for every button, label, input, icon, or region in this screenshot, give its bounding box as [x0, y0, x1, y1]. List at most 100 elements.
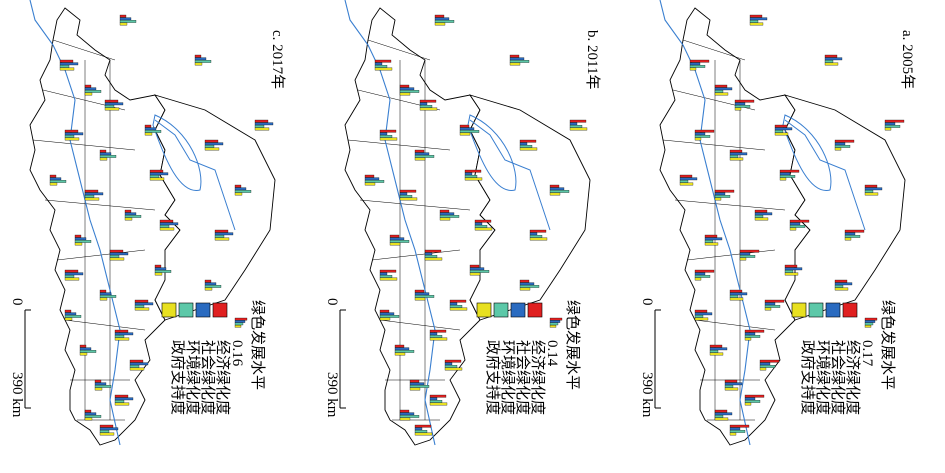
bar: [754, 212, 773, 216]
bar: [194, 60, 212, 63]
bar: [84, 409, 92, 413]
bar: [194, 54, 202, 58]
bar: [74, 242, 83, 246]
legend-value: 0.17: [859, 340, 875, 367]
legend-swatch: [161, 302, 177, 318]
bar-glyph: [399, 84, 420, 96]
bar: [149, 169, 164, 173]
bar: [64, 317, 73, 321]
bar: [429, 397, 438, 401]
bar: [389, 237, 405, 241]
bar: [414, 430, 428, 433]
bar: [74, 237, 87, 241]
legend-icon: [864, 317, 878, 328]
bar: [84, 92, 93, 96]
bar: [834, 145, 851, 148]
bar-glyph: [459, 124, 480, 136]
bar: [509, 54, 520, 58]
bar: [394, 352, 406, 356]
bar-glyph: [114, 329, 134, 341]
bar: [409, 385, 430, 388]
bar: [84, 84, 92, 88]
bar: [779, 177, 787, 181]
bar-glyph: [234, 184, 252, 196]
bar-glyph: [764, 299, 785, 311]
bar: [134, 307, 150, 311]
bar: [714, 412, 733, 416]
bar-glyph: [824, 54, 843, 66]
bar: [234, 190, 252, 193]
bar-glyph: [519, 279, 540, 291]
bar-glyph: [844, 229, 865, 241]
bar: [74, 240, 92, 243]
boundary-line: [52, 39, 116, 61]
bar-glyph: [519, 139, 538, 151]
lake: [782, 114, 832, 191]
bar-glyph: [679, 174, 698, 186]
bar: [529, 235, 543, 238]
bar: [49, 180, 67, 183]
lake: [467, 114, 517, 191]
bar-glyph: [749, 14, 768, 26]
bar: [519, 147, 538, 151]
bar: [739, 252, 751, 256]
bar: [464, 175, 478, 178]
bar: [459, 127, 475, 131]
scale-label: 390 km: [9, 372, 25, 418]
bar: [824, 62, 839, 66]
bar: [154, 272, 163, 276]
bar: [784, 270, 794, 273]
bar-glyph: [204, 139, 224, 151]
bar: [694, 272, 706, 276]
bar: [694, 129, 715, 133]
boundary-line: [44, 199, 156, 211]
bar-glyph: [434, 14, 455, 26]
bar: [114, 337, 130, 341]
bar: [424, 255, 438, 258]
bar: [254, 127, 270, 131]
bar: [134, 302, 154, 306]
bar: [694, 315, 704, 318]
bar: [254, 125, 265, 128]
boundary-line: [682, 39, 746, 61]
bar: [834, 139, 855, 143]
bar: [414, 424, 432, 428]
bar: [754, 217, 769, 221]
bar-glyph: [729, 149, 748, 161]
bar: [99, 430, 110, 433]
bar-glyph: [374, 59, 393, 71]
bar: [374, 67, 393, 71]
bar: [124, 209, 132, 213]
legend-item: 环境绿化度: [184, 340, 202, 415]
bar-glyph: [79, 344, 97, 356]
bar: [79, 350, 97, 353]
bar: [724, 382, 743, 386]
bar: [744, 397, 756, 401]
bar: [104, 99, 119, 103]
bar: [709, 344, 723, 348]
bar: [549, 317, 563, 321]
bar: [679, 182, 694, 186]
bar: [64, 315, 82, 318]
bar: [864, 322, 874, 326]
bar: [549, 325, 557, 328]
bar: [464, 169, 482, 173]
bar-glyph: [834, 139, 855, 151]
bar: [194, 62, 203, 66]
region-outline: [659, 7, 811, 446]
bar: [64, 275, 75, 278]
legend-swatch: [178, 302, 194, 318]
bar-glyph: [429, 394, 448, 406]
bar-glyph: [104, 99, 124, 111]
bar: [704, 234, 718, 238]
bar: [84, 192, 104, 196]
bar: [99, 289, 107, 293]
bar: [254, 122, 274, 126]
bar-glyph: [204, 279, 222, 291]
bar: [864, 187, 883, 191]
bar-glyph: [529, 229, 548, 241]
bar: [744, 329, 765, 333]
bar: [104, 105, 115, 108]
bar: [824, 57, 843, 61]
